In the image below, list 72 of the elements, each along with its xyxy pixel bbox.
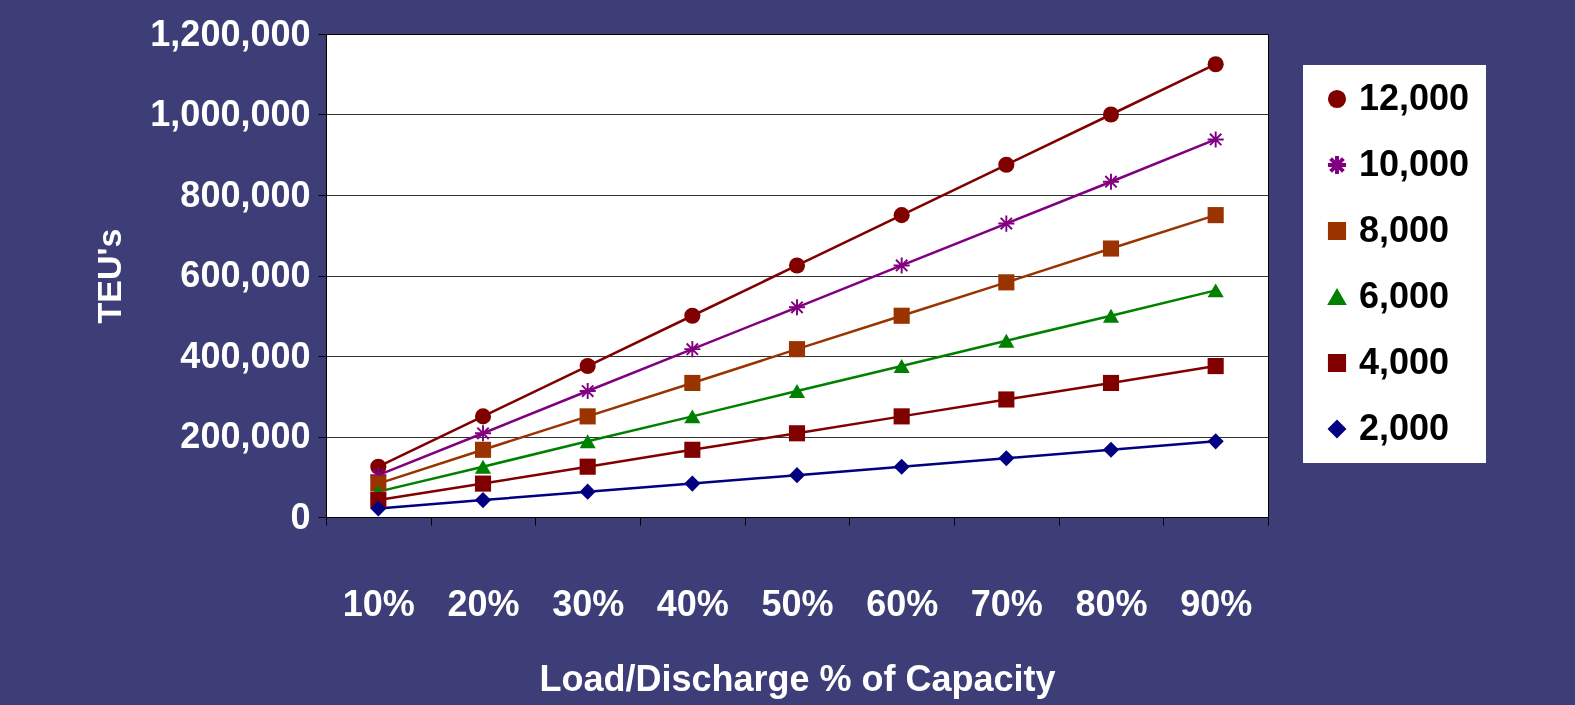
legend-label: 6,000	[1359, 275, 1450, 316]
point	[998, 333, 1015, 348]
x-tick-label: 70%	[970, 582, 1043, 624]
point	[1207, 433, 1224, 450]
point	[893, 359, 910, 374]
point	[579, 358, 596, 375]
x-tick-label: 60%	[866, 582, 939, 624]
x-tick-label: 40%	[656, 582, 729, 624]
point	[474, 459, 492, 474]
point	[788, 467, 806, 484]
point	[998, 215, 1015, 232]
x-axis-title: Load/Discharge % of Capacity	[539, 657, 1056, 699]
point	[1207, 131, 1224, 148]
point	[474, 475, 492, 492]
point	[893, 458, 910, 475]
legend-label: 8,000	[1359, 209, 1450, 250]
point	[893, 257, 910, 274]
point	[788, 384, 806, 398]
x-tick-label: 90%	[1180, 582, 1253, 624]
point	[788, 299, 806, 316]
x-tick-label: 10%	[342, 582, 415, 624]
y-tick-label: 1,200,000	[150, 12, 311, 54]
point	[1102, 374, 1120, 392]
point	[684, 475, 701, 492]
y-tick-label: 600,000	[180, 254, 311, 295]
point	[998, 274, 1015, 291]
point	[1207, 358, 1224, 375]
legend-label: 12,000	[1359, 77, 1470, 118]
point	[579, 483, 596, 500]
x-tick-label: 80%	[1075, 582, 1148, 624]
legend-label: 4,000	[1359, 341, 1450, 382]
point	[788, 341, 806, 358]
point	[893, 307, 910, 324]
y-tick-label: 1,000,000	[150, 93, 311, 134]
point	[1102, 441, 1120, 458]
point	[474, 492, 492, 509]
legend-label: 2,000	[1359, 407, 1450, 448]
point	[893, 408, 910, 425]
y-tick-label: 0	[290, 495, 311, 537]
legend-label: 10,000	[1359, 143, 1470, 184]
x-tick-label: 50%	[761, 582, 834, 624]
point	[579, 458, 596, 475]
point	[684, 409, 701, 424]
point	[1102, 173, 1120, 190]
point	[579, 434, 596, 449]
point	[1102, 240, 1120, 257]
point	[579, 382, 596, 400]
point	[998, 450, 1015, 467]
point	[474, 441, 492, 458]
point	[893, 207, 910, 224]
y-tick-label: 200,000	[180, 415, 311, 456]
point	[788, 257, 806, 274]
point	[684, 441, 701, 458]
point	[1102, 308, 1120, 323]
point	[474, 408, 492, 425]
point	[1102, 106, 1120, 123]
point	[579, 408, 596, 425]
point	[788, 425, 806, 442]
y-tick-label: 400,000	[180, 334, 311, 376]
point	[684, 307, 701, 324]
point	[1207, 283, 1224, 298]
point	[370, 500, 387, 517]
point	[998, 156, 1015, 173]
y-tick-label: 800,000	[180, 173, 311, 215]
x-tick-label: 30%	[552, 582, 625, 624]
point	[474, 425, 492, 442]
point	[684, 374, 701, 392]
point	[1207, 207, 1224, 224]
point	[1207, 56, 1224, 73]
y-axis-title: TEU's	[90, 228, 129, 324]
point	[998, 391, 1015, 408]
x-tick-label: 20%	[447, 582, 520, 624]
